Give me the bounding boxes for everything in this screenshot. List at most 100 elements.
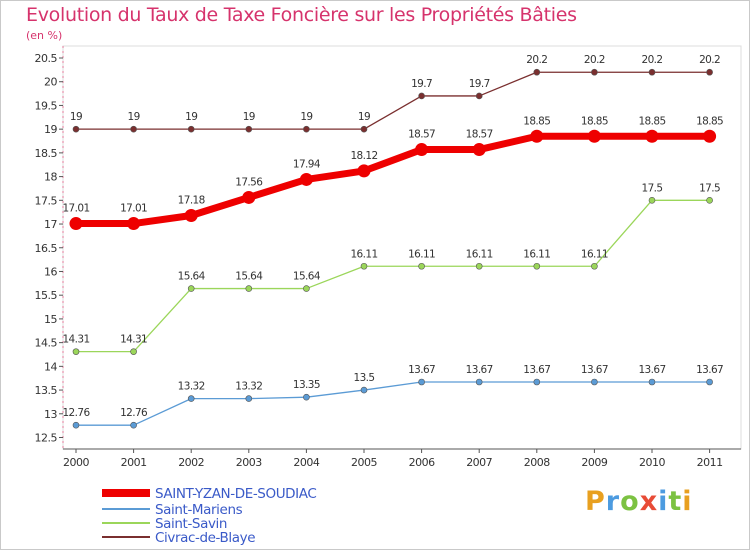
y-tick-label: 12.5 [35, 432, 58, 445]
data-label: 19.7 [469, 78, 490, 90]
data-label: 20.2 [584, 54, 605, 66]
y-tick-label: 16 [44, 265, 57, 278]
x-tick-label: 2002 [178, 456, 204, 469]
data-label: 18.85 [638, 115, 665, 127]
y-tick-label: 15.5 [35, 289, 58, 302]
data-point [245, 285, 253, 292]
logo-letter: o [620, 486, 640, 517]
data-label: 19.7 [411, 78, 432, 90]
x-tick-label: 2003 [236, 456, 262, 469]
data-label: 13.67 [408, 364, 435, 376]
logo-letter: r [605, 486, 621, 517]
data-point [472, 143, 486, 157]
data-label: 17.18 [178, 194, 205, 206]
data-point [360, 125, 368, 133]
data-label: 13.67 [581, 364, 608, 376]
data-label: 13.35 [293, 379, 320, 391]
data-label: 19 [185, 111, 197, 123]
data-label: 17.01 [62, 203, 89, 215]
x-tick-label: 2011 [697, 456, 723, 469]
data-point [648, 68, 656, 76]
data-label: 14.31 [62, 334, 89, 346]
data-point [706, 378, 713, 386]
data-label: 19 [243, 111, 255, 123]
data-label: 16.11 [350, 248, 377, 260]
x-tick-label: 2006 [409, 456, 435, 469]
data-label: 17.01 [120, 203, 147, 215]
legend-label: Saint-Savin [155, 516, 227, 532]
data-point [187, 125, 195, 133]
data-point [184, 208, 198, 222]
y-axis-unit: (en %) [26, 29, 63, 42]
data-label: 14.31 [120, 334, 147, 346]
data-label: 12.76 [120, 407, 148, 419]
data-point [533, 68, 541, 76]
data-point [645, 129, 659, 143]
data-label: 17.56 [235, 176, 263, 188]
data-point [357, 164, 371, 178]
data-point [415, 143, 429, 157]
data-label: 13.67 [466, 364, 493, 376]
data-point [706, 68, 713, 76]
data-label: 13.32 [178, 381, 205, 393]
data-point [187, 395, 195, 402]
data-point [72, 421, 80, 429]
y-tick-label: 13 [44, 408, 57, 421]
data-point [591, 68, 598, 76]
legend-label: SAINT-YZAN-DE-SOUDIAC [155, 486, 316, 502]
x-tick-label: 2000 [63, 456, 89, 469]
y-tick-label: 13.5 [35, 384, 58, 397]
data-point [130, 125, 137, 133]
data-label: 15.64 [293, 271, 321, 283]
y-tick-label: 16.5 [35, 242, 58, 255]
data-label: 16.11 [523, 248, 550, 260]
x-tick-label: 2004 [293, 456, 319, 469]
data-point [127, 217, 141, 231]
chart-title: Evolution du Taux de Taxe Foncière sur l… [26, 4, 577, 26]
y-tick-label: 14 [44, 360, 57, 373]
y-tick-label: 17 [44, 218, 57, 231]
data-point [418, 378, 425, 386]
data-point [475, 92, 483, 100]
x-tick-label: 2001 [121, 456, 147, 469]
x-tick-label: 2008 [524, 456, 550, 469]
data-label: 13.67 [523, 364, 550, 376]
data-point [703, 129, 717, 143]
data-label: 20.2 [642, 54, 663, 66]
data-point [533, 262, 541, 270]
data-label: 18.12 [350, 150, 377, 162]
x-tick-label: 2009 [581, 456, 607, 469]
y-tick-label: 14.5 [35, 337, 58, 350]
data-label: 13.67 [696, 364, 723, 376]
data-label: 16.11 [408, 248, 435, 260]
data-point [72, 125, 80, 133]
x-tick-label: 2007 [466, 456, 492, 469]
data-label: 16.11 [581, 248, 608, 260]
data-point [130, 421, 137, 429]
data-point [475, 262, 483, 270]
data-label: 13.5 [354, 372, 375, 384]
legend-label: Saint-Mariens [155, 502, 243, 518]
data-label: 19 [70, 111, 82, 123]
data-point [245, 395, 253, 402]
y-tick-label: 20 [44, 76, 57, 89]
series-line-saint-mariens [76, 381, 710, 426]
data-point [69, 217, 83, 231]
y-tick-label: 20.5 [35, 52, 58, 65]
data-label: 17.5 [699, 182, 720, 194]
logo-letter: x [639, 486, 659, 517]
data-point [72, 348, 80, 355]
data-point [533, 378, 541, 386]
logo-letter: i [658, 486, 669, 517]
data-label: 13.67 [638, 364, 665, 376]
logo-letter: t [668, 486, 683, 517]
data-point [360, 386, 368, 394]
data-label: 18.85 [581, 115, 608, 127]
data-label: 18.57 [466, 129, 493, 141]
data-label: 18.85 [696, 115, 723, 127]
legend-label: Civrac-de-Blaye [155, 530, 255, 546]
data-point [530, 129, 544, 143]
data-point [591, 262, 598, 270]
data-label: 17.5 [642, 182, 663, 194]
